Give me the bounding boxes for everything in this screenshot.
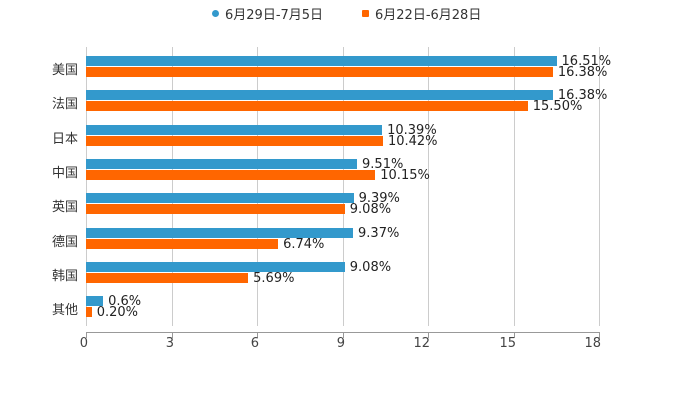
y-axis-line xyxy=(86,47,87,326)
legend-label: 6月29日-7月5日 xyxy=(225,8,324,23)
gridline xyxy=(343,47,344,326)
data-label: 16.38% xyxy=(557,88,608,103)
bar-series-2[interactable] xyxy=(86,273,249,283)
data-label: 10.15% xyxy=(380,168,430,183)
bar-series-2[interactable] xyxy=(86,239,279,249)
gridline xyxy=(514,47,515,326)
gridline xyxy=(257,47,258,326)
bar-series-2[interactable] xyxy=(86,101,528,111)
legend-item-series-1[interactable]: 6月29日-7月5日 xyxy=(212,4,323,23)
data-label: 15.50% xyxy=(532,99,583,114)
x-axis-tick-label: 15 xyxy=(499,336,516,351)
bar-series-1[interactable] xyxy=(86,90,553,100)
category-label: 日本 xyxy=(51,132,78,147)
bar-series-2[interactable] xyxy=(86,170,376,180)
x-axis-tick-label: 18 xyxy=(584,336,601,351)
data-label: 9.39% xyxy=(358,191,400,206)
category-label: 美国 xyxy=(51,63,78,78)
legend-marker-icon xyxy=(362,10,369,17)
x-axis-tick xyxy=(514,332,515,338)
bar-series-1[interactable] xyxy=(86,193,354,203)
bar-series-2[interactable] xyxy=(86,204,345,214)
data-label: 9.08% xyxy=(349,260,392,275)
data-label: 9.37% xyxy=(358,226,400,241)
data-label: 16.51% xyxy=(561,54,612,69)
data-label: 16.38% xyxy=(557,65,608,80)
bar-series-1[interactable] xyxy=(86,228,354,238)
bar-series-2[interactable] xyxy=(86,307,92,317)
category-label: 法国 xyxy=(51,97,78,112)
gridline xyxy=(599,47,600,326)
legend-marker-icon xyxy=(212,10,219,17)
x-axis-tick xyxy=(86,332,87,338)
x-axis-tick xyxy=(428,332,429,338)
data-label: 9.51% xyxy=(362,157,404,172)
x-axis-tick-label: 0 xyxy=(79,336,88,351)
x-axis-tick xyxy=(172,332,173,338)
x-axis-tick-label: 12 xyxy=(413,336,430,351)
data-label: 5.69% xyxy=(253,271,295,286)
bar-series-1[interactable] xyxy=(86,125,383,135)
data-label: 0.20% xyxy=(96,305,138,320)
data-label: 6.74% xyxy=(283,237,325,252)
x-axis-tick-label: 6 xyxy=(250,336,259,351)
category-label: 韩国 xyxy=(51,269,78,284)
category-label: 德国 xyxy=(51,235,78,250)
bar-series-1[interactable] xyxy=(86,159,358,169)
data-label: 10.39% xyxy=(387,123,437,138)
bar-series-1[interactable] xyxy=(86,262,345,272)
x-axis-tick-label: 3 xyxy=(165,336,174,351)
gridline xyxy=(172,47,173,326)
bar-series-1[interactable] xyxy=(86,296,104,306)
chart-legend: 6月29日-7月5日 6月22日-6月28日 xyxy=(0,4,700,24)
data-label: 10.42% xyxy=(387,134,438,149)
data-label: 9.08% xyxy=(349,202,392,217)
x-axis-tick xyxy=(257,332,258,338)
bar-series-2[interactable] xyxy=(86,136,383,146)
category-label: 中国 xyxy=(51,166,78,181)
data-label: 0.6% xyxy=(108,294,142,309)
x-axis-line xyxy=(86,332,600,333)
bar-series-1[interactable] xyxy=(86,56,557,66)
category-label: 其他 xyxy=(51,303,78,318)
x-axis-tick xyxy=(343,332,344,338)
category-label: 英国 xyxy=(51,200,78,215)
gridline xyxy=(428,47,429,326)
x-axis-tick-label: 9 xyxy=(336,336,345,351)
x-axis-tick xyxy=(599,332,600,338)
legend-item-series-2[interactable]: 6月22日-6月28日 xyxy=(362,4,481,23)
bar-series-2[interactable] xyxy=(86,67,553,77)
legend-label: 6月22日-6月28日 xyxy=(375,8,482,23)
